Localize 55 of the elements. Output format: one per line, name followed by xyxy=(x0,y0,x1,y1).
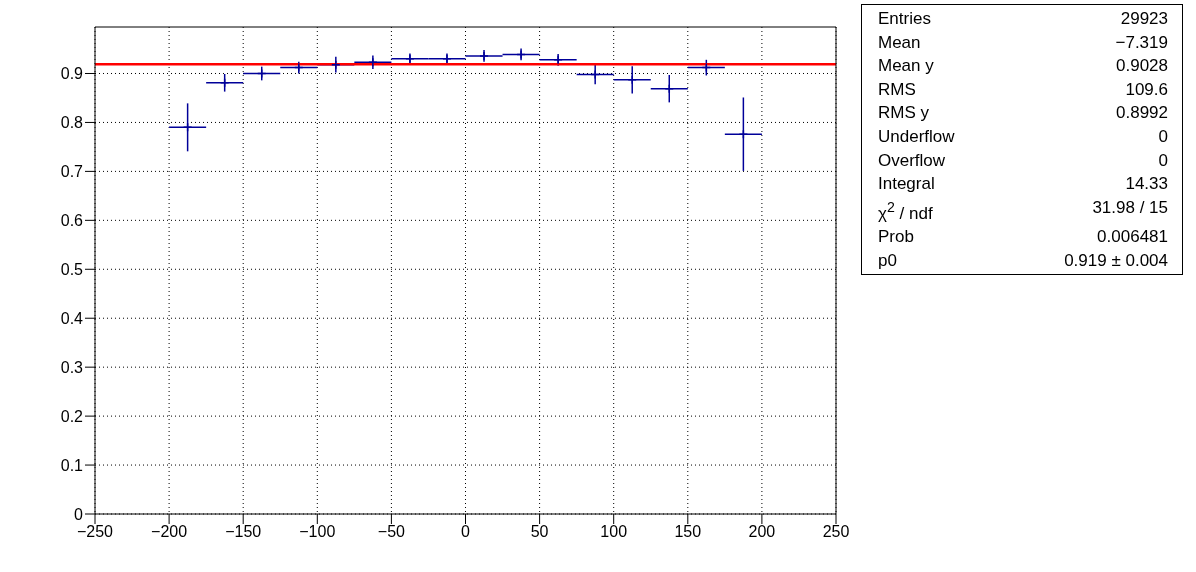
x-tick-label: 250 xyxy=(822,523,850,541)
point xyxy=(294,62,304,73)
text: Integral xyxy=(878,174,935,194)
text: Prob xyxy=(878,227,914,246)
x-tick-label: −150 xyxy=(225,523,262,541)
y-tick-label: 0.4 xyxy=(60,309,84,327)
x-tick-label: 0 xyxy=(461,523,471,541)
x-tick-label: −250 xyxy=(76,523,114,541)
text: χ$^{2}$ / ndf xyxy=(878,198,933,223)
point xyxy=(219,78,230,88)
text: Overflow xyxy=(878,150,946,170)
point xyxy=(738,129,749,139)
text: p0 xyxy=(878,250,897,270)
point xyxy=(442,54,452,64)
x-tick-label: 200 xyxy=(748,523,776,541)
text: 0.006481 xyxy=(1097,227,1168,246)
text: 14.33 xyxy=(1125,174,1168,194)
x-tick-label: 100 xyxy=(600,523,628,541)
y-tick-label: 0.6 xyxy=(60,212,84,230)
text: Mean xyxy=(878,32,921,52)
y-tick-label: 0.7 xyxy=(60,163,84,181)
point xyxy=(331,59,341,70)
text: 0 xyxy=(1158,150,1168,170)
x-tick-label: 50 xyxy=(530,523,549,541)
text: Entries xyxy=(878,9,931,28)
y-tick-label: 0.1 xyxy=(60,456,84,474)
point xyxy=(405,54,415,64)
x-tick-label: −50 xyxy=(377,523,406,541)
y-tick-label: 0.3 xyxy=(60,358,84,376)
point xyxy=(368,57,378,67)
text: Mean y xyxy=(878,56,934,76)
text: 0.8992 xyxy=(1116,103,1168,123)
y-tick-label: 0.9 xyxy=(60,65,84,83)
point xyxy=(516,49,526,60)
text: Underflow xyxy=(878,126,955,146)
text: 29923 xyxy=(1120,9,1168,28)
point xyxy=(479,51,489,61)
text: 0.919 ± 0.004 xyxy=(1064,250,1168,270)
text: 31.98 / 15 xyxy=(1092,197,1168,217)
point xyxy=(627,75,637,85)
y-tick-label: 0 xyxy=(74,505,84,523)
x-tick-label: −200 xyxy=(151,523,188,541)
text: −7.319 xyxy=(1115,32,1168,52)
text: 109.6 xyxy=(1125,79,1168,99)
text: 0.9028 xyxy=(1116,56,1168,76)
y-tick-label: 0.5 xyxy=(60,260,84,278)
text: 0 xyxy=(1158,126,1168,146)
point xyxy=(553,55,563,65)
y-tick-label: 0.2 xyxy=(60,407,84,425)
point xyxy=(590,69,600,80)
x-tick-label: −100 xyxy=(299,523,336,541)
text: RMS y xyxy=(878,103,929,123)
y-tick-label: 0.8 xyxy=(60,114,84,132)
x-tick-label: 150 xyxy=(674,523,702,541)
text: RMS xyxy=(878,79,916,99)
